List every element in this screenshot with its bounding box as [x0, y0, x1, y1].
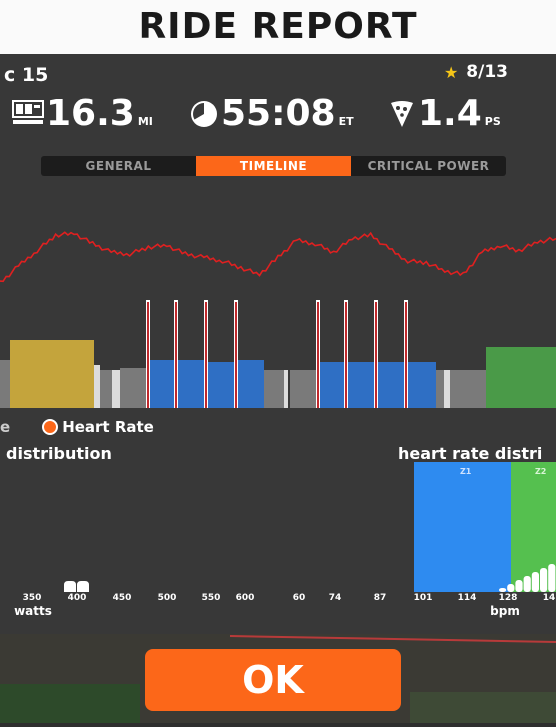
power-zone-block: [112, 370, 120, 408]
zone-2-label: Z2: [535, 467, 546, 476]
pizza-stat: 1.4 PS: [390, 94, 501, 134]
zone-1-label: Z1: [460, 467, 472, 476]
distance-value: 16.3: [46, 93, 135, 134]
ok-button[interactable]: OK: [145, 649, 401, 711]
hr-distribution-bars: [499, 564, 556, 592]
hr-tick: 114: [457, 593, 477, 603]
power-zone-block: [378, 362, 404, 408]
power-tick: 600: [235, 593, 255, 603]
legend-power-label[interactable]: e: [0, 418, 11, 436]
star-icon: ★: [443, 62, 459, 82]
power-zone-block: [450, 370, 486, 408]
tab-timeline[interactable]: TIMELINE: [196, 156, 351, 176]
clock-icon: [191, 101, 217, 127]
road-scene: [0, 634, 556, 723]
hr-tick: 60: [292, 593, 306, 603]
ride-date: c 15: [4, 64, 49, 86]
game-background: [0, 634, 556, 723]
power-tick: 400: [67, 593, 87, 603]
hr-distribution-title: heart rate distri: [398, 444, 543, 463]
time-unit: ET: [338, 115, 354, 128]
odometer-icon: [12, 100, 44, 124]
report-tabs: GENERAL TIMELINE CRITICAL POWER: [41, 156, 506, 176]
hr-distribution-bar: [499, 588, 507, 592]
page-title: RIDE REPORT: [138, 6, 418, 47]
power-distribution-title: distribution: [6, 444, 112, 463]
power-zone-block: [10, 340, 94, 408]
power-zone-block: [178, 360, 204, 408]
power-tick: 500: [157, 593, 177, 603]
distance-stat: 16.3 MI: [12, 94, 153, 134]
hr-distribution-bar: [507, 584, 515, 592]
time-value: 55:08: [221, 93, 336, 134]
power-tick: 550: [201, 593, 221, 603]
legend-heart-rate-label[interactable]: Heart Rate: [62, 418, 154, 436]
hr-tick: 128: [498, 593, 518, 603]
power-tick: 450: [112, 593, 132, 603]
power-zone-block: [408, 362, 436, 408]
ride-rank: ★ 8/13: [444, 62, 508, 82]
hr-distribution-bar: [548, 564, 556, 592]
distance-unit: MI: [137, 115, 153, 128]
power-zone-blocks: [0, 300, 556, 408]
power-zone-block: [320, 362, 344, 408]
hr-tick: 74: [328, 593, 342, 603]
rank-value: 8/13: [466, 62, 508, 82]
chart-legend: e Heart Rate: [0, 418, 154, 436]
power-zone-block: [0, 360, 10, 408]
hr-distribution-bar: [515, 580, 523, 592]
time-stat: 55:08 ET: [190, 94, 354, 134]
pizza-unit: PS: [484, 115, 501, 128]
power-zone-block: [436, 370, 444, 408]
power-zone-block: [264, 370, 284, 408]
timeline-chart: [0, 231, 556, 408]
power-zone-block: [208, 362, 234, 408]
power-zone-block: [348, 362, 374, 408]
power-zone-block: [94, 365, 100, 408]
ride-stats: 16.3 MI 55:08 ET 1.4 PS: [0, 94, 556, 138]
heart-rate-radio[interactable]: [42, 419, 59, 435]
hr-tick: 87: [373, 593, 387, 603]
tab-critical-power[interactable]: CRITICAL POWER: [367, 159, 490, 173]
hr-tick: 101: [413, 593, 433, 603]
power-zone-block: [120, 368, 146, 408]
power-zone-block: [284, 370, 288, 408]
power-zone-block: [238, 360, 264, 408]
header-banner: RIDE REPORT: [0, 0, 556, 54]
hr-distribution-bar: [523, 576, 531, 592]
hr-distribution-bar: [531, 572, 539, 592]
hr-distribution-bar: [540, 568, 548, 592]
power-tick: 350: [22, 593, 42, 603]
power-axis-unit: watts: [14, 604, 52, 618]
pizza-value: 1.4: [418, 93, 482, 134]
tab-general[interactable]: GENERAL: [85, 159, 152, 173]
pizza-icon: [391, 101, 413, 127]
hr-axis-unit: bpm: [490, 604, 520, 618]
power-zone-block: [100, 370, 112, 408]
power-distribution-bars: [64, 581, 89, 592]
zone-1-region: [414, 462, 511, 592]
power-zone-block: [290, 370, 316, 408]
power-zone-block: [486, 347, 556, 408]
hr-distribution-chart: Z1 Z2: [414, 462, 556, 592]
power-zone-block: [150, 360, 174, 408]
heart-rate-line: [0, 231, 556, 283]
power-zone-block: [444, 370, 450, 408]
hr-tick: 14: [542, 593, 556, 603]
